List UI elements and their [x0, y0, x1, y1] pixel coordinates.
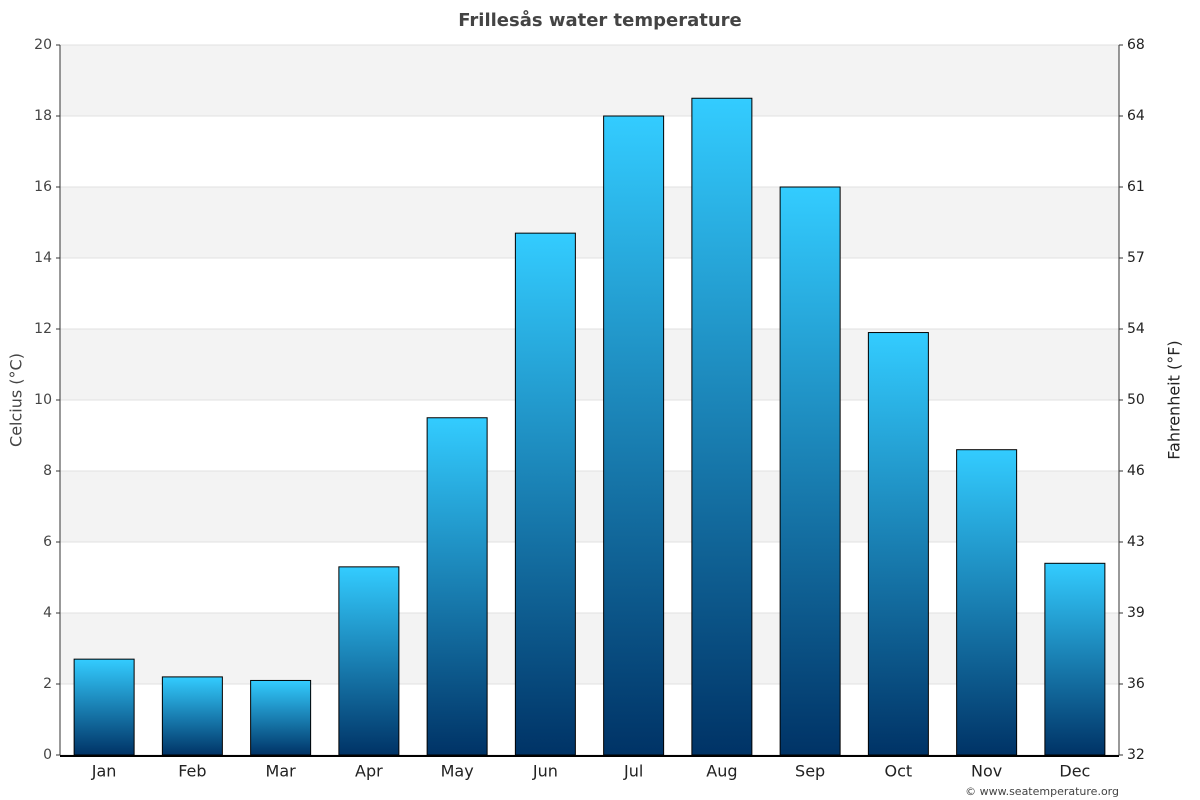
x-tick-label: Jan	[91, 762, 117, 781]
bar	[250, 679, 312, 756]
credit: © www.seatemperature.org	[965, 785, 1119, 798]
y2-tick-label: 64	[1127, 108, 1145, 124]
y-tick-label: 10	[34, 392, 52, 408]
grid-band	[60, 471, 1119, 542]
x-tick-label: Jun	[532, 762, 558, 781]
y2-tick-label: 32	[1127, 747, 1145, 763]
y-tick-label: 0	[43, 747, 52, 763]
bar	[691, 97, 753, 756]
bar	[1044, 562, 1106, 756]
x-tick-label: Jul	[623, 762, 643, 781]
x-tick-label: Sep	[795, 762, 825, 781]
y-tick-label: 12	[34, 321, 52, 337]
grid-band	[60, 187, 1119, 258]
y2-axis-label: Fahrenheit (°F)	[1165, 340, 1184, 459]
y-tick-label: 6	[43, 534, 52, 550]
y2-tick-label: 36	[1127, 676, 1145, 692]
x-tick-label: Nov	[971, 762, 1002, 781]
bar	[338, 566, 400, 756]
grid-band	[60, 613, 1119, 684]
y2-tick-label: 61	[1127, 179, 1145, 195]
y-tick-label: 18	[34, 108, 52, 124]
x-tick-label: Oct	[885, 762, 913, 781]
y-tick-label: 2	[43, 676, 52, 692]
bar	[426, 417, 488, 756]
x-tick-label: Aug	[706, 762, 737, 781]
x-tick-label: Dec	[1059, 762, 1090, 781]
y-axis-label: Celcius (°C)	[7, 353, 26, 447]
y2-tick-label: 57	[1127, 250, 1145, 266]
y2-tick-label: 54	[1127, 321, 1145, 337]
bar	[161, 676, 223, 756]
y2-tick-label: 43	[1127, 534, 1145, 550]
y2-tick-label: 39	[1127, 605, 1145, 621]
x-tick-label: Mar	[266, 762, 297, 781]
bar	[867, 332, 929, 756]
bar	[73, 658, 135, 756]
y-tick-label: 14	[34, 250, 52, 266]
bar	[603, 115, 665, 756]
bar	[956, 449, 1018, 756]
bar	[514, 232, 576, 756]
grid-band	[60, 45, 1119, 116]
y-tick-label: 20	[34, 37, 52, 53]
x-tick-label: May	[441, 762, 474, 781]
y2-tick-label: 46	[1127, 463, 1145, 479]
x-tick-label: Apr	[355, 762, 383, 781]
grid-band	[60, 329, 1119, 400]
y-tick-label: 8	[43, 463, 52, 479]
bar	[779, 186, 841, 756]
chart-title: Frillesås water temperature	[458, 9, 742, 31]
y2-tick-label: 50	[1127, 392, 1145, 408]
y-tick-label: 16	[34, 179, 52, 195]
x-tick-label: Feb	[178, 762, 206, 781]
y-tick-label: 4	[43, 605, 52, 621]
y2-tick-label: 68	[1127, 37, 1145, 53]
